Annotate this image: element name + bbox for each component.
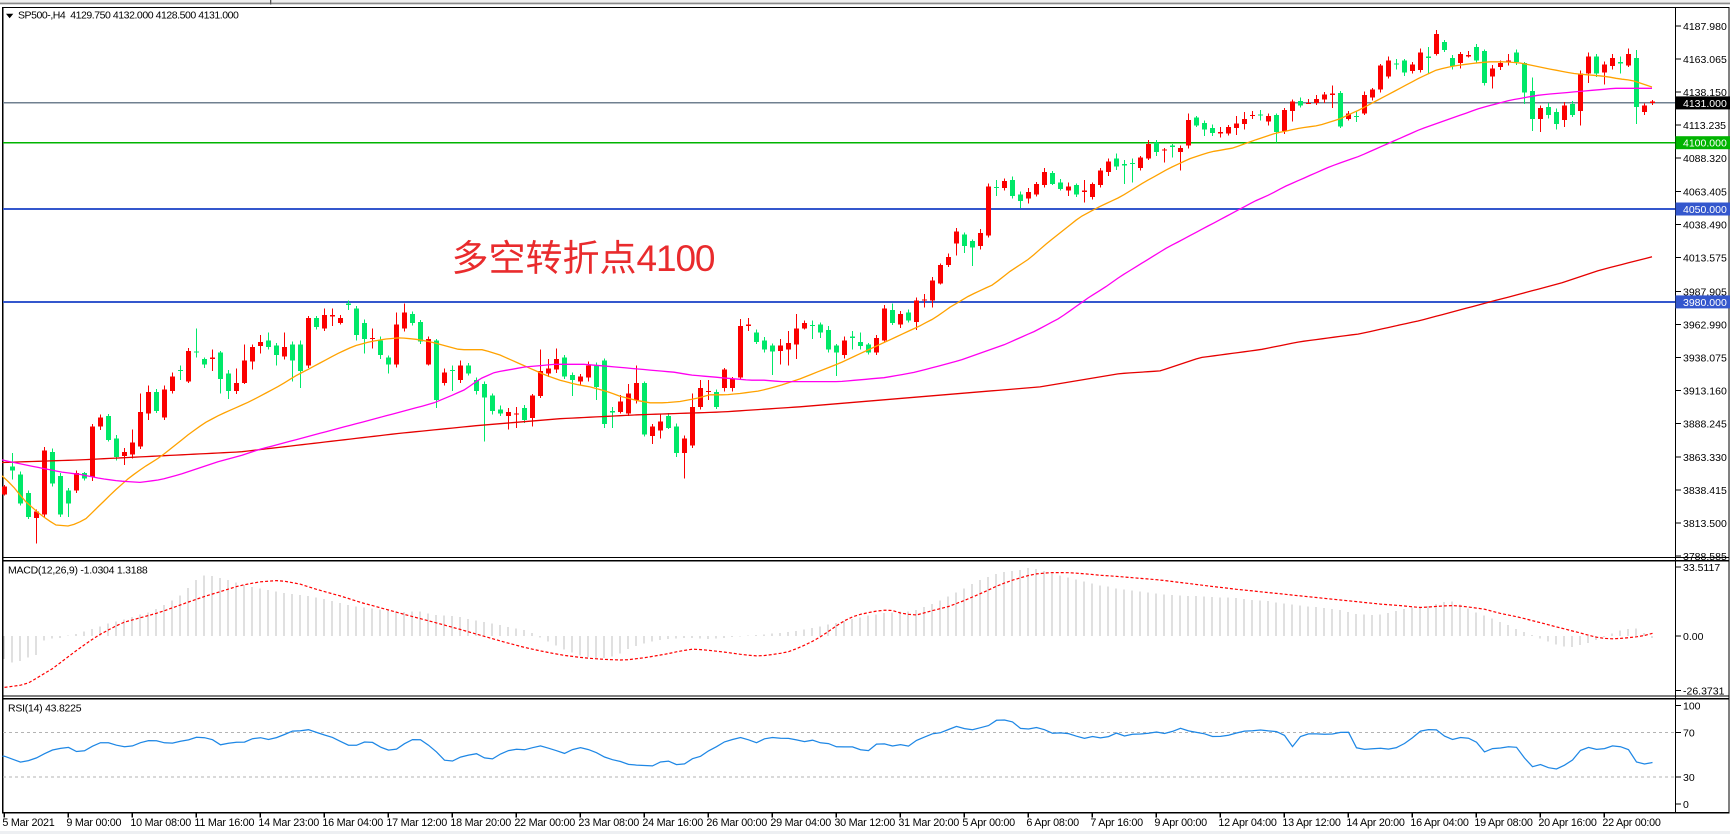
svg-text:5 Mar 2021: 5 Mar 2021 <box>2 817 54 829</box>
svg-text:4187.980: 4187.980 <box>1683 21 1727 33</box>
svg-text:5 Apr 00:00: 5 Apr 00:00 <box>962 817 1015 829</box>
svg-text:30: 30 <box>1683 772 1695 784</box>
svg-text:3863.330: 3863.330 <box>1683 452 1727 464</box>
svg-text:3888.245: 3888.245 <box>1683 419 1727 431</box>
svg-text:MACD(12,26,9) -1.0304 1.3188: MACD(12,26,9) -1.0304 1.3188 <box>8 565 148 577</box>
svg-text:3962.990: 3962.990 <box>1683 320 1727 332</box>
svg-text:100: 100 <box>1683 700 1701 712</box>
svg-text:SP500-,H4 4129.750 4132.000 4: SP500-,H4 4129.750 4132.000 4128.500 413… <box>18 10 239 22</box>
svg-text:70: 70 <box>1683 728 1695 740</box>
svg-text:26 Mar 00:00: 26 Mar 00:00 <box>706 817 767 829</box>
svg-text:3813.500: 3813.500 <box>1683 518 1727 530</box>
svg-text:16 Apr 04:00: 16 Apr 04:00 <box>1410 817 1468 829</box>
svg-text:-26.3731: -26.3731 <box>1683 685 1725 697</box>
svg-text:31 Mar 20:00: 31 Mar 20:00 <box>898 817 959 829</box>
svg-text:3938.075: 3938.075 <box>1683 353 1727 365</box>
svg-text:RSI(14) 43.8225: RSI(14) 43.8225 <box>8 703 82 715</box>
svg-text:3838.415: 3838.415 <box>1683 485 1727 497</box>
svg-text:30 Mar 12:00: 30 Mar 12:00 <box>834 817 895 829</box>
svg-text:4038.490: 4038.490 <box>1683 219 1727 231</box>
svg-text:4063.405: 4063.405 <box>1683 186 1727 198</box>
svg-text:14 Mar 23:00: 14 Mar 23:00 <box>258 817 319 829</box>
svg-text:4163.065: 4163.065 <box>1683 54 1727 66</box>
svg-text:7 Apr 16:00: 7 Apr 16:00 <box>1090 817 1143 829</box>
svg-text:0.00: 0.00 <box>1683 631 1704 643</box>
svg-text:6 Apr 08:00: 6 Apr 08:00 <box>1026 817 1079 829</box>
svg-text:33.5117: 33.5117 <box>1683 562 1720 574</box>
svg-text:23 Mar 08:00: 23 Mar 08:00 <box>578 817 639 829</box>
svg-text:4100: 4100 <box>637 238 715 279</box>
svg-text:14 Apr 20:00: 14 Apr 20:00 <box>1346 817 1404 829</box>
svg-text:4013.575: 4013.575 <box>1683 252 1727 264</box>
svg-text:22 Mar 00:00: 22 Mar 00:00 <box>514 817 575 829</box>
svg-text:4100.000: 4100.000 <box>1683 138 1727 150</box>
svg-text:13 Apr 12:00: 13 Apr 12:00 <box>1282 817 1340 829</box>
svg-text:16 Mar 04:00: 16 Mar 04:00 <box>322 817 383 829</box>
svg-text:4131.000: 4131.000 <box>1683 98 1727 110</box>
svg-text:9 Mar 00:00: 9 Mar 00:00 <box>66 817 121 829</box>
svg-text:17 Mar 12:00: 17 Mar 12:00 <box>386 817 447 829</box>
svg-text:0: 0 <box>1683 799 1689 811</box>
svg-text:3980.000: 3980.000 <box>1683 297 1727 309</box>
svg-text:11 Mar 16:00: 11 Mar 16:00 <box>194 817 254 829</box>
svg-text:24 Mar 16:00: 24 Mar 16:00 <box>642 817 703 829</box>
svg-text:3913.160: 3913.160 <box>1683 386 1727 398</box>
svg-text:22 Apr 00:00: 22 Apr 00:00 <box>1602 817 1660 829</box>
svg-text:18 Mar 20:00: 18 Mar 20:00 <box>450 817 511 829</box>
svg-text:4050.000: 4050.000 <box>1683 204 1727 216</box>
svg-text:10 Mar 08:00: 10 Mar 08:00 <box>130 817 191 829</box>
svg-text:4113.235: 4113.235 <box>1683 120 1726 132</box>
svg-text:12 Apr 04:00: 12 Apr 04:00 <box>1218 817 1276 829</box>
svg-text:19 Apr 08:00: 19 Apr 08:00 <box>1474 817 1532 829</box>
svg-text:29 Mar 04:00: 29 Mar 04:00 <box>770 817 831 829</box>
svg-text:9 Apr 00:00: 9 Apr 00:00 <box>1154 817 1207 829</box>
svg-text:20 Apr 16:00: 20 Apr 16:00 <box>1538 817 1596 829</box>
svg-text:4088.320: 4088.320 <box>1683 153 1727 165</box>
